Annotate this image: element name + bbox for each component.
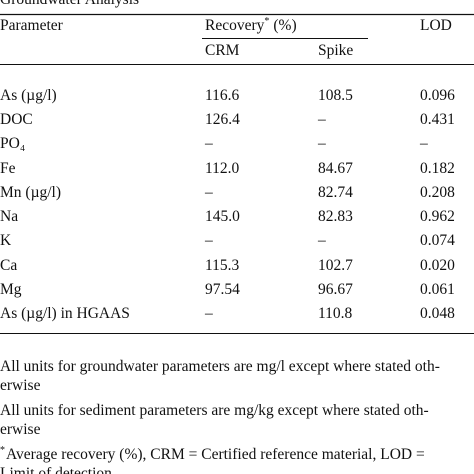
note-line: erwise [0, 377, 41, 394]
row-parameter: DOC [0, 111, 33, 128]
row-lod: 0.048 [420, 305, 455, 322]
row-crm: 116.6 [205, 87, 240, 104]
row-parameter: Na [0, 208, 18, 225]
row-parameter: As (µg/l) in HGAAS [0, 305, 130, 322]
row-spike: – [317, 111, 326, 128]
header-recovery-text: Recovery [205, 17, 265, 34]
row-crm: – [204, 184, 213, 201]
row-crm: 126.4 [205, 111, 240, 128]
row-lod: 0.074 [420, 232, 455, 249]
row-crm: 145.0 [205, 208, 240, 225]
header-lod: LOD [420, 17, 452, 34]
row-crm: 97.54 [205, 281, 240, 298]
note-line: Average recovery (%), CRM = Certified re… [6, 446, 425, 463]
row-spike: – [317, 135, 326, 152]
row-lod: 0.208 [420, 184, 455, 201]
row-parameter: K [0, 232, 12, 249]
footnote-mark: * [0, 445, 5, 456]
row-lod: 0.096 [420, 87, 455, 104]
row-spike: 96.67 [318, 281, 353, 298]
row-parameter: As (µg/l) [0, 87, 57, 104]
row-spike: – [317, 232, 326, 249]
note-line: erwise [0, 421, 41, 438]
row-lod: – [419, 135, 428, 152]
note-line: Limit of detection [0, 465, 112, 474]
row-lod: 0.962 [420, 208, 455, 225]
row-spike: 110.8 [318, 305, 353, 322]
row-crm: 115.3 [205, 257, 240, 274]
row-spike: 82.83 [318, 208, 353, 225]
row-spike: 108.5 [318, 87, 353, 104]
row-crm: 112.0 [205, 160, 240, 177]
row-crm: – [204, 305, 213, 322]
row-parameter: Fe [0, 160, 16, 177]
header-parameter: Parameter [0, 17, 64, 34]
header-recovery: Recovery* (%) [205, 16, 297, 34]
header-recovery-unit: (%) [273, 17, 296, 34]
row-parameter: Mn (µg/l) [0, 184, 61, 201]
row-spike: 82.74 [318, 184, 353, 201]
row-lod: 0.020 [420, 257, 455, 274]
note-line: All units for sediment parameters are mg… [0, 402, 429, 419]
row-parameter: Ca [0, 257, 17, 274]
row-spike: 84.67 [318, 160, 353, 177]
row-spike: 102.7 [318, 257, 353, 274]
row-parameter: Mg [0, 281, 22, 298]
row-crm: – [204, 232, 213, 249]
table-title: Groundwater Analysis [0, 0, 139, 8]
subheader-spike: Spike [318, 42, 353, 59]
row-lod: 0.182 [420, 160, 455, 177]
note-line: All units for groundwater parameters are… [0, 358, 440, 375]
row-lod: 0.061 [420, 281, 455, 298]
row-crm: – [204, 135, 213, 152]
row-lod: 0.431 [420, 111, 455, 128]
subheader-crm: CRM [205, 42, 240, 59]
row-parameter: PO₄ [0, 135, 25, 152]
header-recovery-mark: * [264, 16, 269, 27]
